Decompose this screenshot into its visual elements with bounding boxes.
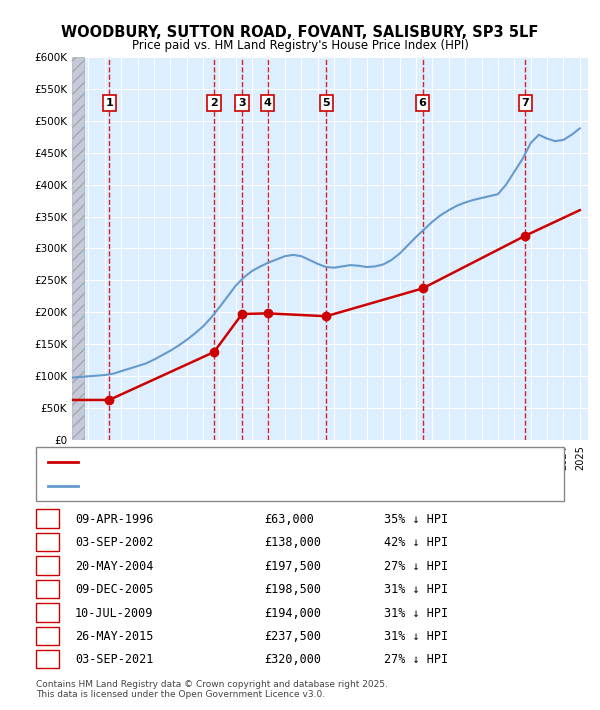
Text: 03-SEP-2002: 03-SEP-2002 [75, 536, 154, 550]
Text: 5: 5 [44, 608, 51, 618]
Text: 3: 3 [44, 561, 51, 572]
Text: 6: 6 [43, 631, 52, 642]
Text: 31% ↓ HPI: 31% ↓ HPI [384, 606, 448, 620]
Text: 10-JUL-2009: 10-JUL-2009 [75, 606, 154, 620]
Text: 2: 2 [210, 98, 218, 108]
Text: WOODBURY, SUTTON ROAD, FOVANT, SALISBURY, SP3 5LF: WOODBURY, SUTTON ROAD, FOVANT, SALISBURY… [61, 25, 539, 40]
Text: Price paid vs. HM Land Registry's House Price Index (HPI): Price paid vs. HM Land Registry's House … [131, 39, 469, 52]
Text: £63,000: £63,000 [264, 513, 314, 526]
Text: £237,500: £237,500 [264, 630, 321, 643]
Text: 4: 4 [43, 584, 52, 595]
Text: £198,500: £198,500 [264, 583, 321, 596]
Text: 4: 4 [263, 98, 272, 108]
Text: HPI: Average price, detached house, Wiltshire: HPI: Average price, detached house, Wilt… [87, 481, 326, 491]
Text: 3: 3 [238, 98, 246, 108]
Text: 20-MAY-2004: 20-MAY-2004 [75, 559, 154, 573]
Text: 03-SEP-2021: 03-SEP-2021 [75, 653, 154, 667]
Text: £320,000: £320,000 [264, 653, 321, 667]
Text: 27% ↓ HPI: 27% ↓ HPI [384, 559, 448, 573]
Text: 31% ↓ HPI: 31% ↓ HPI [384, 583, 448, 596]
Text: 09-DEC-2005: 09-DEC-2005 [75, 583, 154, 596]
Text: 7: 7 [521, 98, 529, 108]
Bar [72, 57, 84, 440]
Text: 6: 6 [419, 98, 427, 108]
Text: £194,000: £194,000 [264, 606, 321, 620]
Text: £197,500: £197,500 [264, 559, 321, 573]
Text: 27% ↓ HPI: 27% ↓ HPI [384, 653, 448, 667]
Text: 5: 5 [322, 98, 330, 108]
Text: 1: 1 [44, 514, 51, 525]
Text: Contains HM Land Registry data © Crown copyright and database right 2025.
This d: Contains HM Land Registry data © Crown c… [36, 680, 388, 699]
Text: 26-MAY-2015: 26-MAY-2015 [75, 630, 154, 643]
Text: 1: 1 [106, 98, 113, 108]
Text: WOODBURY, SUTTON ROAD, FOVANT, SALISBURY, SP3 5LF (detached house): WOODBURY, SUTTON ROAD, FOVANT, SALISBURY… [87, 457, 486, 467]
Text: 2: 2 [44, 537, 51, 548]
Text: 7: 7 [44, 655, 51, 665]
Text: £138,000: £138,000 [264, 536, 321, 550]
Text: 31% ↓ HPI: 31% ↓ HPI [384, 630, 448, 643]
Text: 09-APR-1996: 09-APR-1996 [75, 513, 154, 526]
Text: 35% ↓ HPI: 35% ↓ HPI [384, 513, 448, 526]
Text: 42% ↓ HPI: 42% ↓ HPI [384, 536, 448, 550]
